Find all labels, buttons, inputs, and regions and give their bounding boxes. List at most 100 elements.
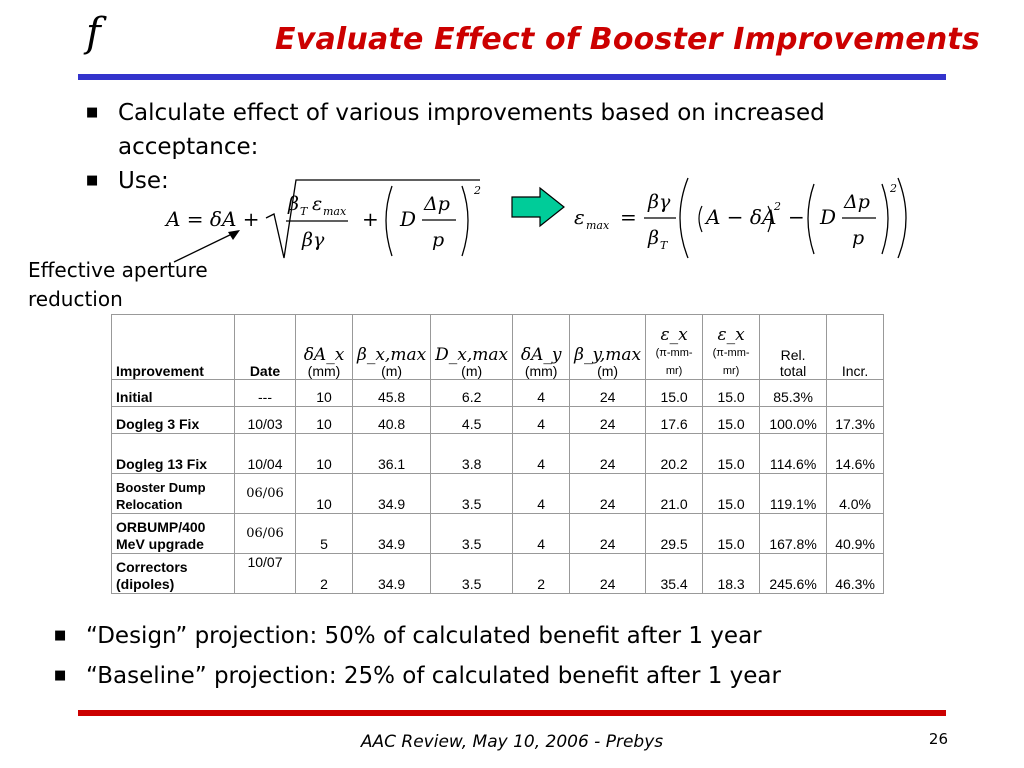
column-header: δA_x (mm) [295,314,353,380]
table-row: Correctors (dipoles) 10/07 2 34.9 3.5 2 … [111,553,885,594]
square-bullet-icon: ■ [86,105,99,120]
svg-text:βγ: βγ [647,191,671,213]
table-row: Dogleg 13 Fix 10/04 10 36.1 3.8 4 24 20.… [111,433,885,474]
bullet-text: Use: [118,168,169,194]
aperture-formula: A = δA + β T ε max βγ + D Δp p 2 [164,179,481,259]
svg-text:max: max [586,219,610,232]
table-cell: 17.3% [826,406,885,434]
table-cell: 20.2 [645,433,704,474]
table-cell: 3.5 [430,473,514,514]
table-cell: 29.5 [645,513,704,554]
table-cell: Dogleg 13 Fix [111,433,235,474]
table-cell: 21.0 [645,473,704,514]
table-cell: 15.0 [702,513,761,554]
svg-text:A = δA +: A = δA + [164,207,260,231]
bullet-item: ■ Use: [80,164,950,198]
table-cell: 36.1 [351,433,432,474]
bullet-text: “Baseline” projection: 25% of calculated… [86,663,781,689]
svg-text:+: + [362,207,379,231]
improvements-table: Improvement Date δA_x (mm) β_x,max (m) D_x… [111,314,885,594]
right-arrow-icon [511,186,565,228]
table-cell: 18.3 [702,553,761,594]
svg-text:ε: ε [312,193,322,215]
bullet-item: ■ “Baseline” projection: 25% of calculat… [48,656,948,696]
table-cell: 15.0 [645,379,704,407]
slide-title: Evaluate Effect of Booster Improvements [275,22,980,57]
svg-text:β: β [647,227,659,249]
svg-text:=: = [620,205,637,229]
table-cell: 34.9 [351,473,432,514]
table-cell: 119.1% [759,473,828,514]
table-cell: 10/03 [234,406,296,434]
column-header: Rel. total [759,314,828,380]
table-row: Initial --- 10 45.8 6.2 4 24 15.0 15.0 8… [111,379,885,407]
table-cell: 4.5 [430,406,514,434]
title-rule [78,74,946,80]
table-cell: 15.0 [702,379,761,407]
page-number: 26 [928,730,948,748]
table-cell: 3.8 [430,433,514,474]
bullet-list-bottom: ■ “Design” projection: 50% of calculated… [48,616,948,696]
bullet-item: ■ “Design” projection: 50% of calculated… [48,616,948,656]
table-cell: 24 [569,473,647,514]
square-bullet-icon: ■ [86,173,99,188]
bullet-text: Calculate effect of various improvements… [118,100,825,160]
column-header: β_y,max (m) [569,314,647,380]
svg-text:D: D [819,205,836,229]
svg-text:2: 2 [889,182,897,195]
square-bullet-icon: ■ [54,628,67,643]
annotation-arrow-icon [173,230,240,263]
column-header: Date [234,314,296,380]
table-cell: 4 [512,379,571,407]
svg-text:max: max [323,205,347,218]
svg-text:T: T [300,205,309,218]
table-cell: 24 [569,379,647,407]
table-cell: 10/04 [234,433,296,474]
emittance-formula: ε max = βγ β T A − δA 2 − D Δp p 2 [574,177,907,259]
table-cell: ORBUMP/400 MeV upgrade [111,513,235,554]
table-cell: 3.5 [430,553,514,594]
table-cell: 34.9 [351,513,432,554]
table-cell: 6.2 [430,379,514,407]
column-header: Incr. [826,314,885,380]
svg-text:2: 2 [473,184,481,197]
table-cell: 4 [512,433,571,474]
table-cell: 4.0% [826,473,885,514]
footer-text: AAC Review, May 10, 2006 - Prebys [360,732,664,752]
svg-text:−: − [788,205,805,229]
column-header: D_x,max (m) [430,314,514,380]
bullet-list-top: ■ Calculate effect of various improvemen… [80,96,950,198]
table-cell: 245.6% [759,553,828,594]
table-cell: 34.9 [351,553,432,594]
table-cell: 10 [295,379,353,407]
table-cell: 15.0 [702,473,761,514]
bullet-text: “Design” projection: 50% of calculated b… [86,623,762,649]
table-cell: 24 [569,513,647,554]
svg-text:βγ: βγ [301,229,325,251]
table-cell: 3.5 [430,513,514,554]
table-cell: 06/06 [234,513,296,554]
table-cell: 06/06 [234,473,296,514]
table-cell: --- [234,379,296,407]
column-header: δA_y (mm) [512,314,571,380]
table-cell: 15.0 [702,433,761,474]
aperture-annotation: Effective aperture reduction [28,256,208,314]
table-cell: 2 [295,553,353,594]
table-row: Dogleg 3 Fix 10/03 10 40.8 4.5 4 24 17.6… [111,406,885,434]
svg-text:Δp: Δp [843,191,870,213]
square-bullet-icon: ■ [54,668,67,683]
table-cell: 24 [569,553,647,594]
table-cell: 24 [569,406,647,434]
table-cell: Initial [111,379,235,407]
table-cell: 10 [295,473,353,514]
footer-rule [78,710,946,716]
table-cell: 4 [512,406,571,434]
column-header: ε_x (π-mm-mr) [702,314,761,380]
svg-text:A − δA: A − δA [704,205,776,229]
table-row: Booster Dump Relocation 06/06 10 34.9 3.… [111,473,885,514]
column-header: ε_x (π-mm-mr) [645,314,704,380]
column-header: β_x,max (m) [351,314,432,380]
table-cell [826,379,885,407]
table-cell: 35.4 [645,553,704,594]
table-cell: Correctors (dipoles) [111,553,235,594]
